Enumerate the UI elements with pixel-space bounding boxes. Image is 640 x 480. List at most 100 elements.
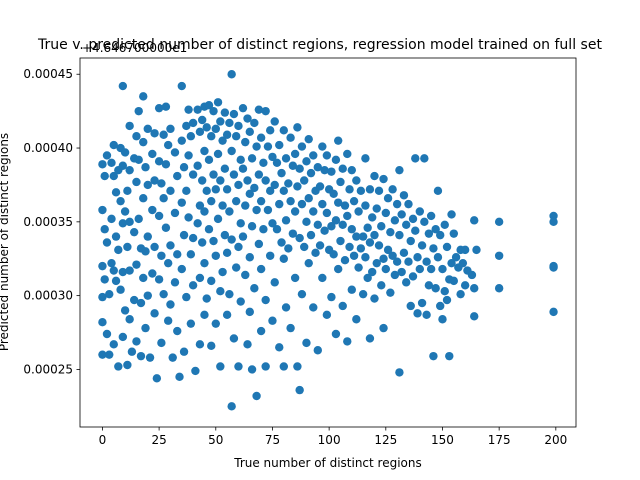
data-point [322,310,332,320]
data-point [281,303,291,312]
data-point [161,160,171,169]
data-point [166,300,175,309]
data-point [442,295,452,305]
points-layer [98,70,558,411]
x-tick-label: 150 [431,433,454,447]
data-point [549,307,558,317]
data-point [293,123,302,132]
data-point [315,241,325,250]
data-point [238,164,248,173]
data-point [470,312,479,321]
y-tick-label: 0.00035 [23,215,73,229]
data-point [161,223,171,232]
data-point [254,105,264,114]
data-point [123,360,132,370]
data-point [166,186,175,196]
data-point [270,180,279,190]
x-tick-label: 125 [374,433,397,447]
data-point [182,292,191,302]
data-point [229,109,239,119]
data-point [231,263,241,272]
data-point [168,353,177,362]
data-point [349,196,359,206]
x-tick-label: 25 [151,433,166,447]
data-point [261,362,270,371]
data-point [139,92,148,101]
data-point [313,163,322,172]
data-point [236,155,245,165]
data-point [377,281,386,290]
data-point [340,256,350,265]
data-point [429,351,438,361]
data-point [340,201,350,210]
data-point [247,154,257,163]
data-point [148,205,157,215]
data-point [343,211,352,221]
data-point [193,219,202,228]
y-tick-label: 0.00025 [23,362,73,376]
data-point [118,219,128,228]
data-point [284,179,293,188]
data-point [431,284,440,293]
data-point [200,258,209,268]
data-point [125,121,134,131]
data-point [207,132,216,141]
data-point [173,326,182,336]
data-point [120,148,130,157]
data-point [322,208,332,218]
data-point [157,338,166,348]
data-point [209,106,218,116]
data-point [218,136,227,145]
data-point [177,198,186,207]
data-point [231,132,241,141]
data-point [139,194,148,203]
data-point [309,303,318,312]
data-point [395,165,404,175]
data-point [105,350,114,359]
data-point [438,264,447,274]
data-point [109,266,118,275]
data-point [150,242,159,252]
data-point [451,253,461,262]
data-point [456,289,465,299]
data-point [361,201,370,210]
data-point [472,245,481,255]
data-point [188,281,198,290]
data-point [327,167,336,176]
data-point [111,188,121,197]
data-point [209,170,218,179]
data-point [297,289,307,299]
data-point [159,130,168,139]
data-point [154,211,164,221]
data-point [270,278,279,287]
data-point [390,216,400,225]
data-point [304,258,313,268]
data-point [220,164,230,173]
data-point [227,235,236,244]
data-point [202,123,211,132]
data-point [213,149,223,159]
data-point [447,258,456,268]
data-point [331,216,341,225]
data-point [139,273,148,283]
data-point [173,250,182,259]
y-tick-label: 0.00040 [23,141,73,155]
data-point [365,334,375,343]
data-point [173,171,182,181]
data-point [460,245,470,255]
data-point [436,301,445,311]
data-point [143,232,152,241]
data-point [250,183,259,193]
data-point [281,154,291,163]
data-point [125,266,134,275]
data-point [420,154,429,163]
data-point [413,253,422,262]
data-point [334,198,343,207]
data-point [379,254,388,263]
data-point [213,214,223,224]
data-point [309,151,318,160]
data-point [263,205,273,215]
data-point [159,194,168,203]
data-point [322,151,332,160]
data-point [284,244,293,253]
